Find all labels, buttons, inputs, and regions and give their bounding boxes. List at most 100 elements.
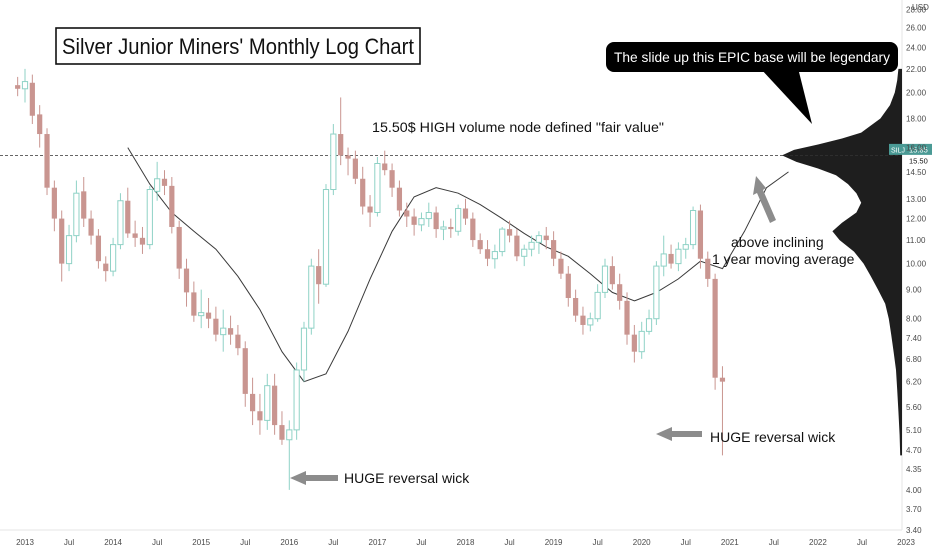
candle-body bbox=[227, 328, 234, 335]
candle-body bbox=[601, 265, 609, 293]
candle bbox=[103, 256, 109, 282]
candle-body bbox=[374, 162, 381, 213]
x-tick-label: Jul bbox=[769, 538, 779, 547]
candle-body bbox=[491, 251, 498, 260]
x-tick-label: 2022 bbox=[809, 538, 827, 547]
ma-label-line2: 1 year moving average bbox=[712, 251, 855, 267]
candle bbox=[316, 249, 322, 304]
y-tick-label: 11.00 bbox=[906, 236, 926, 245]
x-tick-label: 2015 bbox=[192, 538, 210, 547]
candle bbox=[367, 195, 373, 227]
ma-label-line1: above inclining bbox=[731, 234, 824, 250]
y-tick-label: 7.40 bbox=[906, 334, 922, 343]
candle bbox=[653, 261, 660, 325]
candle bbox=[462, 198, 469, 225]
candle bbox=[477, 233, 483, 254]
candle bbox=[198, 289, 205, 329]
candle bbox=[220, 309, 227, 352]
fair-value-marker: 15.50 bbox=[909, 156, 928, 165]
candle bbox=[587, 312, 594, 332]
candle-body bbox=[286, 429, 293, 441]
candles bbox=[15, 68, 726, 490]
candle bbox=[205, 297, 212, 329]
candle-body bbox=[308, 265, 315, 329]
candle-body bbox=[484, 249, 491, 259]
candle bbox=[272, 373, 278, 435]
volume-profile bbox=[782, 68, 902, 456]
candle bbox=[125, 187, 131, 238]
candle bbox=[638, 321, 645, 359]
candle bbox=[242, 341, 248, 407]
candle bbox=[15, 76, 21, 97]
ticker-label: SILJ bbox=[891, 147, 905, 154]
y-tick-label: 6.80 bbox=[906, 355, 922, 364]
candle-body bbox=[682, 244, 689, 250]
candle bbox=[389, 163, 395, 197]
candle-body bbox=[404, 210, 410, 217]
candle-body bbox=[95, 235, 102, 262]
candle bbox=[286, 420, 293, 490]
candle bbox=[235, 324, 241, 356]
candle bbox=[345, 147, 351, 176]
candle bbox=[682, 237, 689, 259]
candle bbox=[514, 229, 520, 262]
candle-body bbox=[249, 393, 256, 412]
candle bbox=[191, 281, 197, 322]
candle bbox=[382, 150, 388, 176]
moving-average-line bbox=[127, 147, 789, 383]
y-tick-labels: 28.00 26.00 24.00 22.00 20.00 18.00 16.00 14.50… bbox=[906, 5, 927, 535]
candle bbox=[440, 220, 447, 241]
candle bbox=[551, 231, 557, 267]
y-tick-label: 26.00 bbox=[906, 24, 927, 33]
x-tick-label: Jul bbox=[416, 538, 426, 547]
candle-body bbox=[220, 327, 227, 336]
x-tick-label: 2013 bbox=[16, 538, 34, 547]
arrow-up-icon bbox=[753, 176, 776, 223]
title-frame bbox=[55, 27, 421, 65]
y-tick-label: 13.00 bbox=[906, 195, 927, 204]
y-tick-label: 9.00 bbox=[906, 286, 922, 295]
candle-body bbox=[697, 210, 704, 259]
candle-body bbox=[594, 291, 601, 320]
ma-annotation: above inclining 1 year moving average bbox=[712, 176, 855, 267]
callout-text: The slide up this EPIC base will be lege… bbox=[614, 49, 890, 65]
candle bbox=[88, 210, 94, 245]
candle-body bbox=[21, 81, 29, 90]
candle bbox=[293, 362, 300, 440]
chart-title: Silver Junior Miners' Monthly Log Chart bbox=[62, 34, 414, 59]
candle-body bbox=[448, 226, 454, 230]
candle-body bbox=[257, 411, 263, 421]
candle bbox=[543, 226, 549, 250]
candle-body bbox=[88, 218, 94, 236]
candle bbox=[257, 393, 263, 435]
candle-body bbox=[477, 240, 483, 250]
wick-annotation-2016: HUGE reversal wick bbox=[290, 470, 470, 486]
x-tick-label: Jul bbox=[240, 538, 250, 547]
y-tick-label: 22.00 bbox=[906, 65, 927, 74]
candle-body bbox=[433, 212, 439, 230]
candle bbox=[418, 212, 425, 232]
candle bbox=[300, 321, 308, 382]
candle bbox=[528, 235, 535, 257]
candle-body bbox=[81, 191, 87, 219]
callout-box bbox=[606, 42, 898, 72]
candle-body bbox=[411, 216, 417, 225]
candle-body bbox=[300, 327, 308, 371]
candle bbox=[425, 202, 432, 227]
candle-body bbox=[382, 163, 388, 171]
candle bbox=[705, 251, 711, 287]
candle bbox=[352, 150, 358, 185]
candle-body bbox=[645, 318, 653, 332]
x-tick-label: Jul bbox=[593, 538, 603, 547]
y-tick-label: 4.70 bbox=[906, 446, 922, 455]
candle-body bbox=[161, 178, 168, 186]
candle-body bbox=[110, 244, 117, 272]
candle bbox=[594, 284, 601, 322]
candle bbox=[249, 377, 256, 426]
candle-body bbox=[139, 237, 146, 245]
wick-label-2016: HUGE reversal wick bbox=[344, 470, 470, 486]
last-price-label: 15.85 bbox=[909, 145, 928, 154]
candle bbox=[110, 237, 117, 277]
candle bbox=[396, 180, 403, 217]
